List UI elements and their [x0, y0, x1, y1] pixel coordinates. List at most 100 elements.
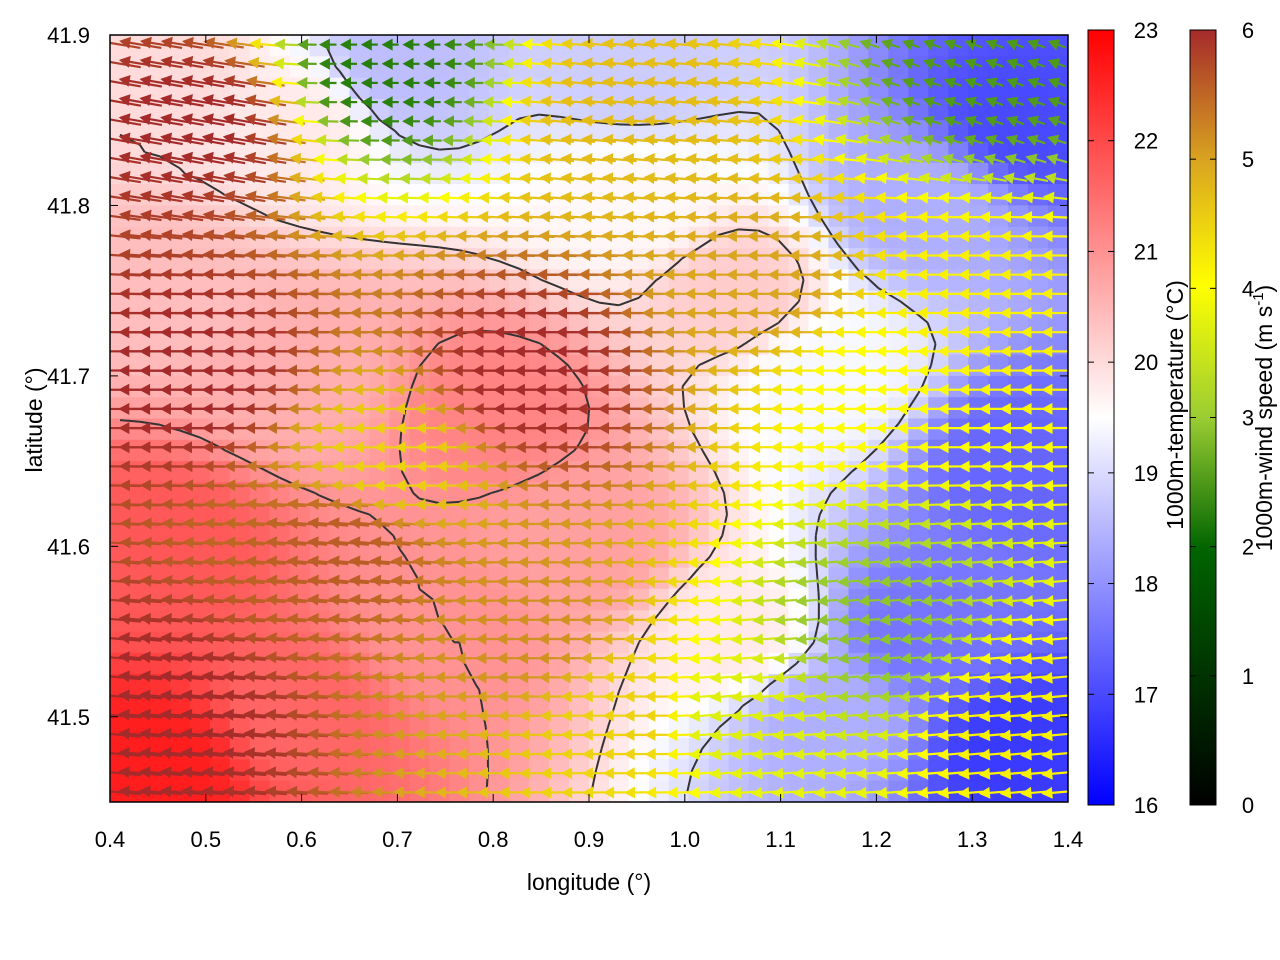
heatmap-cell [988, 610, 1009, 633]
heatmap-cell [968, 226, 989, 249]
heatmap-cell [589, 226, 610, 249]
heatmap-cell [569, 35, 590, 57]
wind-arrow-head [99, 537, 110, 549]
heatmap-cell [569, 610, 590, 633]
heatmap-cell [289, 418, 311, 441]
heatmap-cell [928, 610, 949, 633]
heatmap-cell [688, 610, 710, 633]
heatmap-cell [489, 98, 510, 121]
heatmap-cell [209, 375, 231, 398]
heatmap-cell [229, 333, 251, 356]
heatmap-cell [549, 375, 570, 398]
heatmap-cell [289, 120, 311, 143]
heatmap-cell [429, 759, 450, 782]
heatmap-cell [628, 56, 650, 79]
heatmap-cell [449, 290, 470, 313]
heatmap-cell [329, 738, 351, 760]
heatmap-cell [269, 439, 291, 462]
heatmap-cell [1048, 375, 1068, 398]
heatmap-cell [1028, 503, 1049, 526]
heatmap-cell [948, 98, 969, 121]
heatmap-cell [189, 290, 211, 313]
heatmap-cell [1048, 226, 1068, 249]
heatmap-cell [149, 546, 171, 569]
heatmap-cell [1028, 439, 1049, 462]
heatmap-cell [988, 418, 1009, 441]
heatmap-cell [988, 567, 1009, 590]
heatmap-cell [349, 56, 371, 79]
heatmap-cell [469, 546, 490, 569]
heatmap-cell [1008, 759, 1029, 782]
heatmap-cell [988, 312, 1009, 334]
heatmap-cell [948, 567, 969, 590]
heatmap-cell [189, 375, 211, 398]
heatmap-cell [928, 567, 949, 590]
heatmap-cell [529, 354, 550, 377]
heatmap-cell [469, 333, 490, 356]
heatmap-cell [589, 418, 610, 441]
heatmap-cell [189, 248, 211, 270]
heatmap-cell [648, 354, 670, 377]
heatmap-cell [808, 482, 830, 505]
heatmap-cell [149, 312, 171, 334]
heatmap-cell [289, 546, 311, 569]
wind-arrow-head [98, 133, 110, 145]
heatmap-cell [209, 333, 231, 356]
heatmap-cell [549, 184, 570, 206]
contour-segment [538, 342, 542, 345]
heatmap-cell [189, 312, 211, 334]
heatmap-cell [968, 567, 989, 590]
heatmap-cell [928, 312, 949, 334]
heatmap-cell [988, 439, 1009, 462]
heatmap-cell [589, 567, 610, 590]
heatmap-cell [948, 141, 969, 164]
heatmap-cell [309, 354, 331, 377]
heatmap-cell [469, 290, 490, 313]
heatmap-cell [848, 354, 870, 377]
heatmap-cell [429, 439, 450, 462]
heatmap-cell [948, 184, 969, 206]
wind-arrow-head [98, 229, 110, 241]
heatmap-cell [309, 375, 331, 398]
heatmap-cell [768, 226, 790, 249]
heatmap-cell [728, 439, 750, 462]
heatmap-cell [688, 567, 710, 590]
heatmap-cell [209, 290, 231, 313]
wind-arrow-head [99, 518, 110, 530]
heatmap-cell [429, 525, 450, 547]
heatmap-cell [529, 226, 550, 249]
heatmap-cell [908, 503, 929, 526]
heatmap-cell [609, 226, 630, 249]
heatmap-cell [549, 226, 570, 249]
heatmap-cell [369, 56, 391, 79]
contour-segment [595, 300, 600, 304]
contour-segment [817, 514, 821, 521]
wind-arrow-head [98, 632, 110, 644]
heatmap-cell [948, 418, 969, 441]
heatmap-cell [848, 290, 870, 313]
heatmap-cell [648, 375, 670, 398]
wind-arrow-head [98, 56, 110, 68]
heatmap-cell [788, 98, 810, 121]
heatmap-cell [589, 503, 610, 526]
heatmap-cell [589, 248, 610, 270]
heatmap-cell [888, 35, 909, 57]
heatmap-cell [1008, 226, 1029, 249]
heatmap-cell [609, 525, 630, 547]
heatmap-cell [1048, 418, 1068, 441]
heatmap-cell [229, 290, 251, 313]
heatmap-cell [169, 375, 191, 398]
wind-arrow-head [98, 403, 109, 415]
wind-arrow-head [98, 460, 109, 472]
heatmap-cell [1028, 610, 1049, 633]
heatmap-cell [169, 439, 191, 462]
wind-arrow-head [98, 575, 109, 587]
heatmap-cell [908, 120, 929, 143]
heatmap-cell [748, 184, 770, 206]
contour-segment [638, 123, 659, 126]
heatmap-cell [768, 248, 790, 270]
heatmap-cell [908, 525, 929, 547]
heatmap-cell [648, 418, 670, 441]
heatmap-cell [169, 546, 191, 569]
heatmap-cell [1008, 610, 1029, 633]
